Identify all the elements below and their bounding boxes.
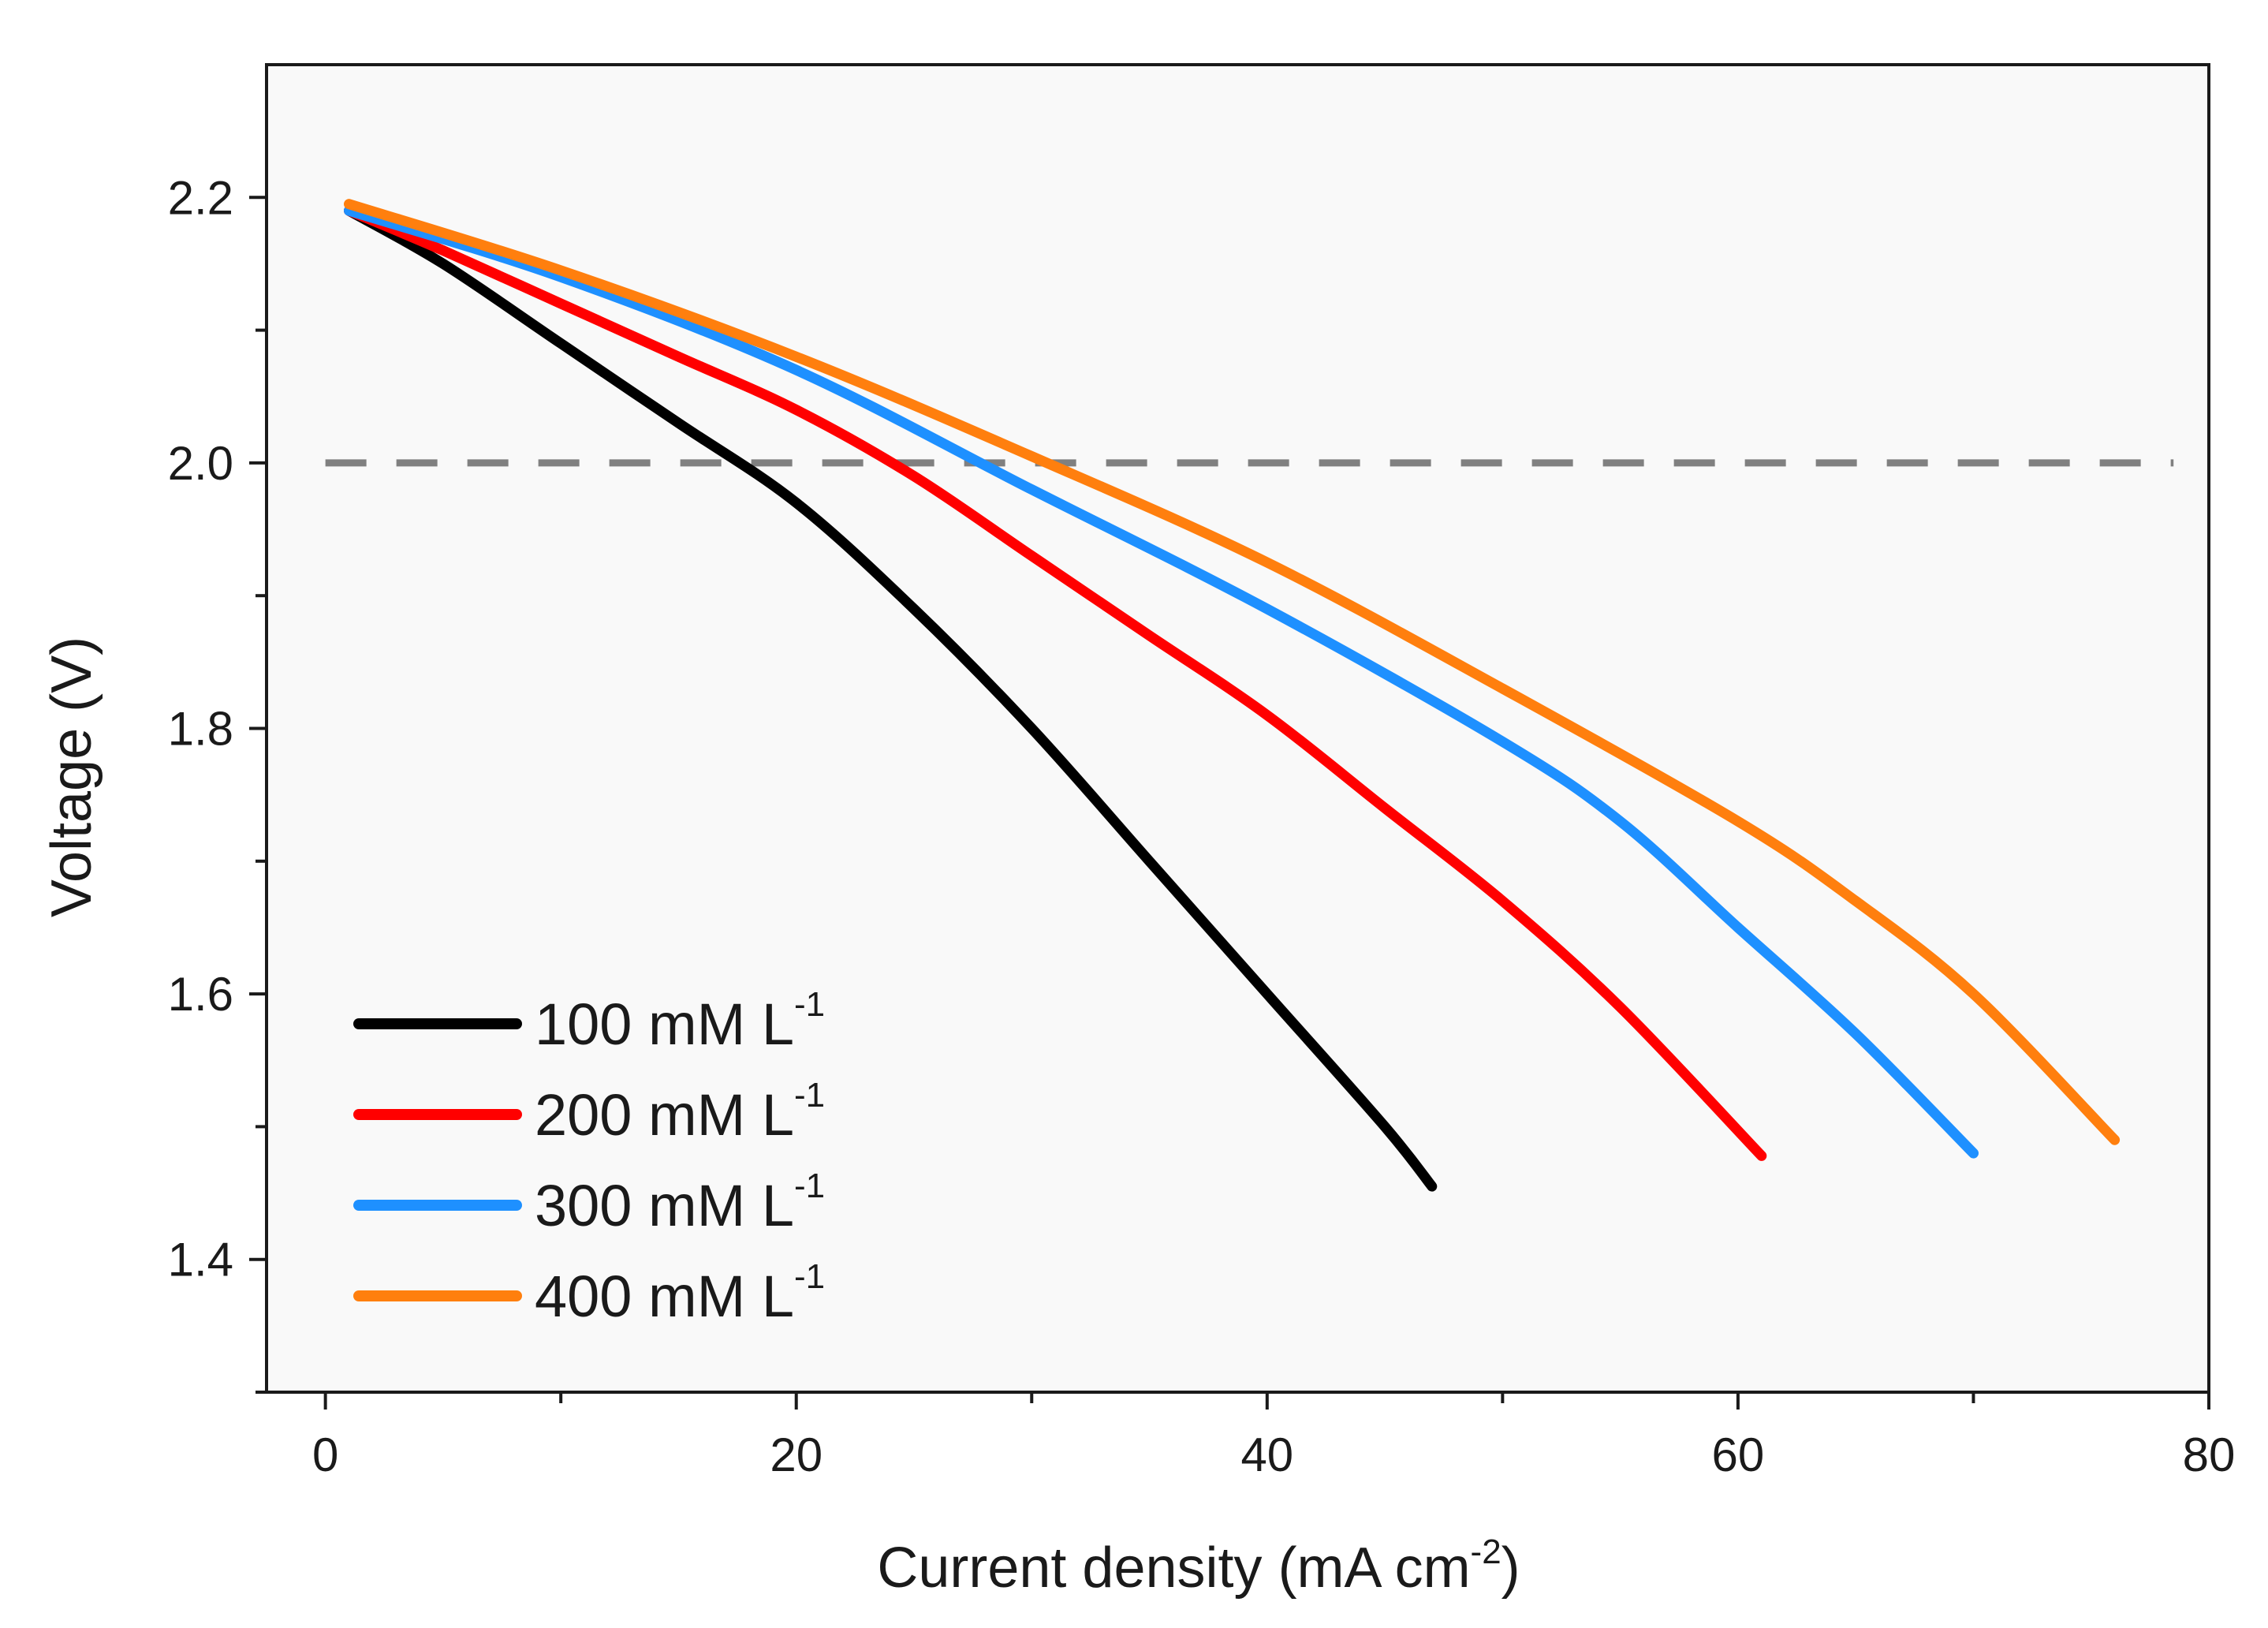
y-tick-label: 2.2 (168, 171, 233, 224)
legend-label-4: 400 mM L-1 (535, 1257, 825, 1329)
legend-label-superscript: -1 (794, 1167, 825, 1205)
y-tick-label: 1.4 (168, 1234, 233, 1286)
series-line-3 (344, 205, 1979, 1159)
x-axis-title-superscript: -2 (1471, 1533, 1501, 1571)
series-line-1 (344, 205, 1438, 1192)
x-tick-label: 40 (1240, 1428, 1293, 1481)
legend-label-2: 200 mM L-1 (535, 1076, 825, 1148)
y-tick-label: 1.8 (168, 703, 233, 756)
legend-label-superscript: -1 (794, 1076, 825, 1115)
legend-label-superscript: -1 (794, 1257, 825, 1296)
legend-label-text: 100 mM L (535, 991, 794, 1057)
series-layer (344, 199, 2121, 1192)
legend-label-3: 300 mM L-1 (535, 1167, 825, 1238)
x-axis-title-text: Current density (mA cm (877, 1537, 1470, 1600)
legend-label-text: 300 mM L (535, 1173, 794, 1238)
legend-label-1: 100 mM L-1 (535, 985, 825, 1057)
legend-label-text: 200 mM L (535, 1082, 794, 1148)
x-tick-label: 20 (770, 1428, 823, 1481)
ticks-layer: 0 20 40 60 80 1.4 1.6 1.8 2.0 2.2 (168, 171, 2236, 1481)
x-axis-title-suffix: ) (1501, 1537, 1520, 1600)
legend-label-text: 400 mM L (535, 1264, 794, 1329)
x-tick-label: 80 (2183, 1428, 2236, 1481)
x-tick-label: 60 (1712, 1428, 1765, 1481)
y-axis-title: Voltage (V) (40, 637, 103, 917)
x-tick-label: 0 (312, 1428, 338, 1481)
series-line-2 (344, 205, 1767, 1161)
legend-label-superscript: -1 (794, 985, 825, 1024)
y-tick-label: 1.6 (168, 968, 233, 1021)
y-tick-label: 2.0 (168, 437, 233, 490)
x-axis-title: Current density (mA cm-2) (877, 1533, 1520, 1600)
series-line-4 (344, 199, 2121, 1145)
